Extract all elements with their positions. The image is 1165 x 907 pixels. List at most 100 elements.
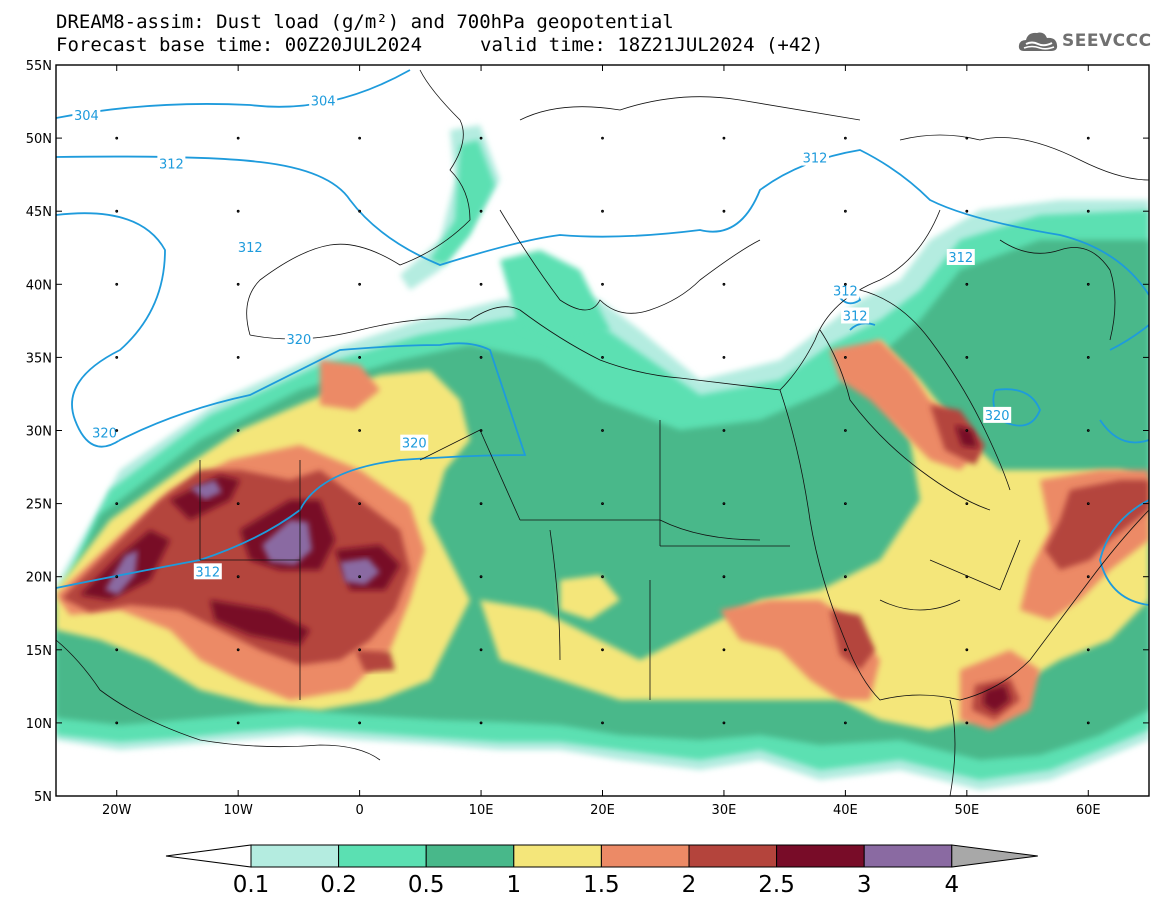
grid-dot xyxy=(236,356,240,359)
lat-label: 25N xyxy=(26,498,52,513)
grid-dot xyxy=(115,575,119,579)
grid-dot xyxy=(1086,209,1090,213)
lat-label: 10N xyxy=(26,717,52,732)
contour-label: 312 xyxy=(238,241,263,256)
legend-label: 2 xyxy=(682,872,697,898)
lat-label: 15N xyxy=(26,644,52,659)
grid-dot xyxy=(601,282,604,286)
legend-label: 0.5 xyxy=(408,872,445,898)
grid-dot xyxy=(479,575,483,579)
grid-dot xyxy=(843,282,847,286)
grid-dot xyxy=(115,502,119,506)
lon-label: 20E xyxy=(590,803,615,818)
grid-dot xyxy=(843,648,847,652)
legend-label: 1.5 xyxy=(583,872,620,898)
lat-label: 50N xyxy=(26,132,52,147)
lat-label: 20N xyxy=(26,571,52,586)
legend-label: 2.5 xyxy=(758,872,795,898)
grid-dot xyxy=(358,282,362,286)
grid-dot xyxy=(479,648,483,652)
contour-label-bg xyxy=(236,238,265,255)
grid-dot xyxy=(115,721,119,725)
legend-label: 0.2 xyxy=(320,872,357,898)
grid-dot xyxy=(601,721,604,725)
legend-arrow-above xyxy=(951,844,1038,868)
coastlines xyxy=(56,69,1149,796)
grid-dot xyxy=(1086,429,1090,432)
grid-dot xyxy=(965,575,969,579)
grid-dot xyxy=(843,356,847,359)
grid-dot xyxy=(1086,356,1090,359)
grid-dot xyxy=(965,721,969,725)
legend-box xyxy=(513,844,602,868)
grid-dot xyxy=(843,429,847,432)
contour-label: 320 xyxy=(92,426,117,441)
contour-label: 304 xyxy=(74,109,99,124)
grid-dot xyxy=(358,648,362,652)
grid-dot xyxy=(965,282,969,286)
legend-arrow-below xyxy=(165,844,252,868)
legend-label: 0.1 xyxy=(233,872,270,898)
lon-label: 60E xyxy=(1076,803,1101,818)
lon-label: 30E xyxy=(712,803,737,818)
grid-dot xyxy=(479,721,483,725)
legend-label: 3 xyxy=(857,872,872,898)
grid-dot xyxy=(115,648,119,652)
grid-dot xyxy=(601,648,604,652)
grid-dot xyxy=(358,356,362,359)
contour-label-bg xyxy=(946,248,975,265)
grid-dot xyxy=(1086,502,1090,506)
legend-box xyxy=(688,844,778,868)
grid-dot xyxy=(358,502,362,506)
lon-label: 20W xyxy=(102,803,132,818)
contour-labels: 304 304 312 312 312 312 312 312 320 320 320 320 312 xyxy=(72,92,1012,580)
lon-label: 40E xyxy=(833,803,858,818)
grid-dot xyxy=(236,721,240,725)
lat-label: 40N xyxy=(26,278,52,293)
grid-dot xyxy=(115,429,119,432)
grid-dot xyxy=(236,502,240,506)
contour-label: 312 xyxy=(843,309,868,324)
legend-box xyxy=(425,844,515,868)
grid-dot xyxy=(236,282,240,286)
contour-label-bg xyxy=(193,563,222,580)
grid-dot xyxy=(965,209,969,213)
grid-dot xyxy=(601,136,604,140)
contour-label-bg xyxy=(801,149,830,166)
grid-dot xyxy=(722,502,726,506)
legend-box xyxy=(250,844,340,868)
grid-dot xyxy=(236,429,240,432)
grid-dot xyxy=(965,356,969,359)
grid-dot xyxy=(601,429,604,432)
contour-label: 312 xyxy=(803,152,828,167)
lat-label: 45N xyxy=(26,205,52,220)
grid-dot xyxy=(1086,136,1090,140)
grid-dot xyxy=(236,209,240,213)
contour-label: 312 xyxy=(159,157,184,172)
grid-dot xyxy=(358,136,362,140)
forecast-base-time: Forecast base time: 00Z20JUL2024 xyxy=(56,34,423,56)
grid-dot xyxy=(479,502,483,506)
grid-dot xyxy=(115,282,119,286)
map-title: DREAM8-assim: Dust load (g/m²) and 700hP… xyxy=(56,11,674,33)
contour-label-bg xyxy=(400,434,429,451)
grid-dot xyxy=(722,282,726,286)
contour-label: 312 xyxy=(948,251,973,266)
contour-label-bg xyxy=(284,330,313,347)
grid-dot xyxy=(965,136,969,140)
lon-label: 10E xyxy=(469,803,494,818)
grid-dot xyxy=(965,648,969,652)
legend-box xyxy=(776,844,865,868)
lon-label: 0 xyxy=(355,803,363,818)
grid-dot xyxy=(479,356,483,359)
grid-dot xyxy=(358,575,362,579)
grid-dot xyxy=(601,575,604,579)
lat-label: 30N xyxy=(26,425,52,440)
grid-dot xyxy=(722,356,726,359)
legend-box xyxy=(863,844,953,868)
contour-label: 304 xyxy=(311,95,336,110)
grid-dot xyxy=(843,136,847,140)
grid-dot xyxy=(1086,575,1090,579)
